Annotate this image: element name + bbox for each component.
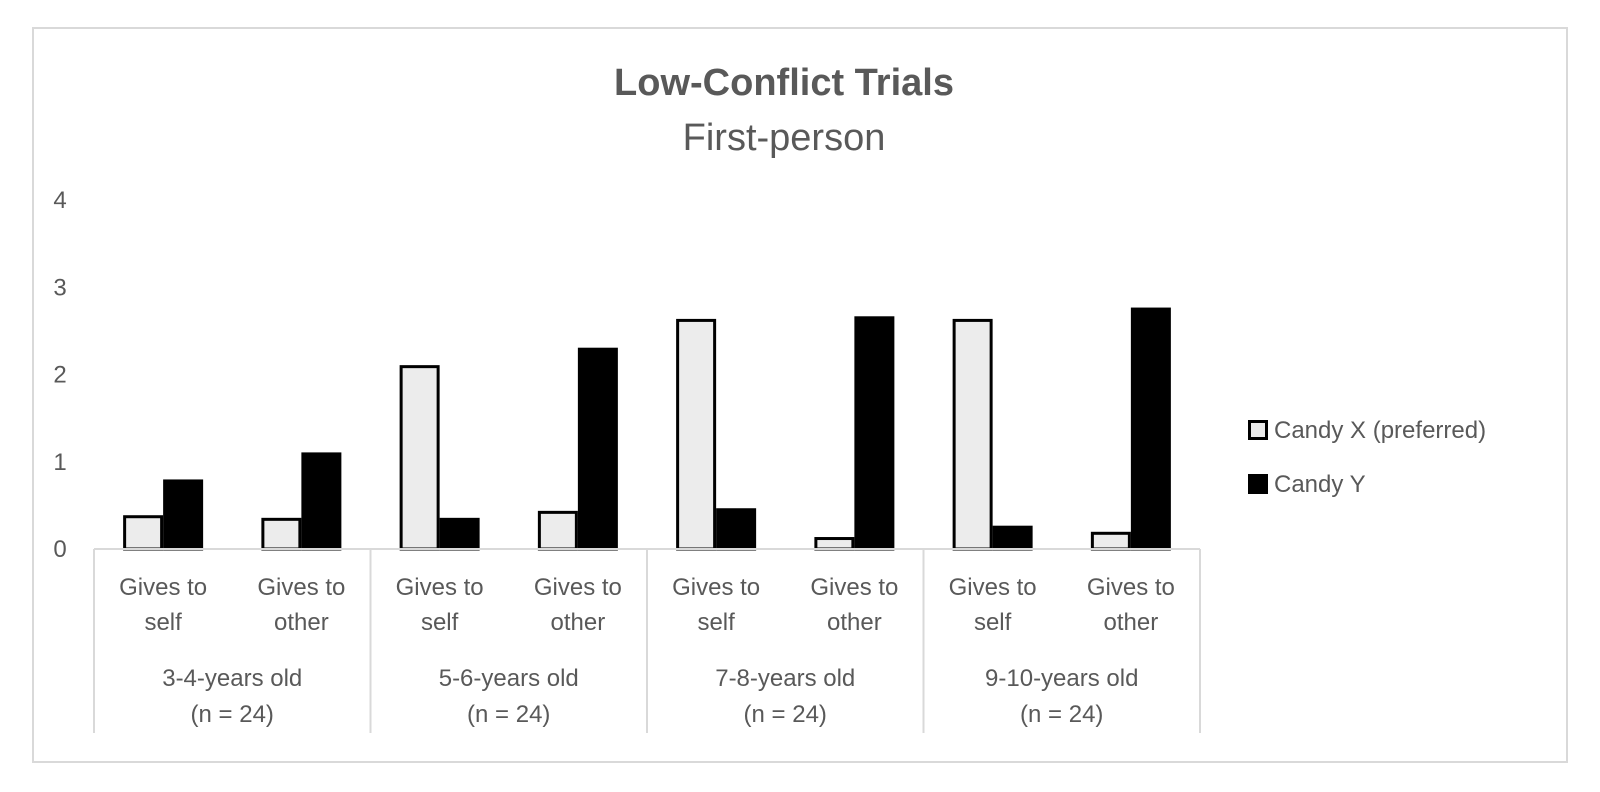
bar-candy-x [399, 365, 440, 551]
group-label-line2: (n = 24) [467, 701, 550, 728]
category-label-line2: self [421, 609, 459, 636]
category-label-line1: Gives to [810, 574, 898, 601]
bar-candy-y [716, 508, 757, 551]
category-label-line1: Gives to [396, 574, 484, 601]
chart-subtitle: First-person [683, 117, 886, 159]
category-label-line1: Gives to [949, 574, 1037, 601]
legend-swatch-candy-y [1248, 474, 1268, 494]
bar-candy-x [952, 318, 993, 551]
bar-candy-x [261, 517, 302, 551]
category-labels: Gives to self Gives to other Gives to self Giv… [119, 574, 1175, 636]
bar-candy-y [992, 525, 1033, 551]
y-tick-label: 2 [53, 362, 66, 389]
y-tick-label: 4 [53, 187, 66, 214]
y-axis-ticks: 0 1 2 3 4 [53, 187, 66, 563]
bar-candy-y [577, 347, 618, 551]
bar-candy-x [123, 515, 164, 551]
bar-candy-y [854, 316, 895, 551]
bar-candy-y [301, 452, 342, 551]
bar-candy-y [1130, 307, 1171, 551]
group-label-line1: 7-8-years old [715, 665, 855, 692]
bar-candy-x [676, 318, 717, 551]
group-label-line2: (n = 24) [1020, 701, 1103, 728]
category-label-line2: self [974, 609, 1012, 636]
bar-candy-x [537, 510, 578, 551]
chart-title: Low-Conflict Trials [614, 62, 954, 104]
bar-candy-x [1090, 531, 1131, 551]
y-tick-label: 1 [53, 449, 66, 476]
bar-candy-y [439, 517, 480, 551]
group-label-line1: 9-10-years old [985, 665, 1138, 692]
category-label-line1: Gives to [672, 574, 760, 601]
category-label-line1: Gives to [1087, 574, 1175, 601]
bar-candy-x [814, 537, 855, 551]
chart-frame [32, 27, 1568, 763]
category-label-line1: Gives to [119, 574, 207, 601]
y-tick-label: 0 [53, 536, 66, 563]
category-label-line2: other [274, 609, 329, 636]
legend-label: Candy Y [1274, 471, 1366, 498]
group-label-line2: (n = 24) [191, 701, 274, 728]
category-label-line2: other [551, 609, 606, 636]
legend: Candy X (preferred) Candy Y [1248, 417, 1486, 498]
category-label-line1: Gives to [257, 574, 345, 601]
x-axis-lines [93, 548, 1201, 733]
group-label-line1: 5-6-years old [439, 665, 579, 692]
legend-label: Candy X (preferred) [1274, 417, 1486, 444]
category-label-line2: other [1104, 609, 1159, 636]
category-label-line2: self [144, 609, 182, 636]
category-label-line1: Gives to [534, 574, 622, 601]
y-tick-label: 3 [53, 274, 66, 301]
category-label-line2: self [697, 609, 735, 636]
group-labels: 3-4-years old (n = 24) 5-6-years old (n = 2… [162, 665, 1138, 728]
group-label-line2: (n = 24) [744, 701, 827, 728]
legend-swatch-candy-x [1248, 420, 1268, 440]
bars [123, 307, 1171, 551]
category-label-line2: other [827, 609, 882, 636]
group-label-line1: 3-4-years old [162, 665, 302, 692]
bar-candy-y [163, 479, 204, 551]
